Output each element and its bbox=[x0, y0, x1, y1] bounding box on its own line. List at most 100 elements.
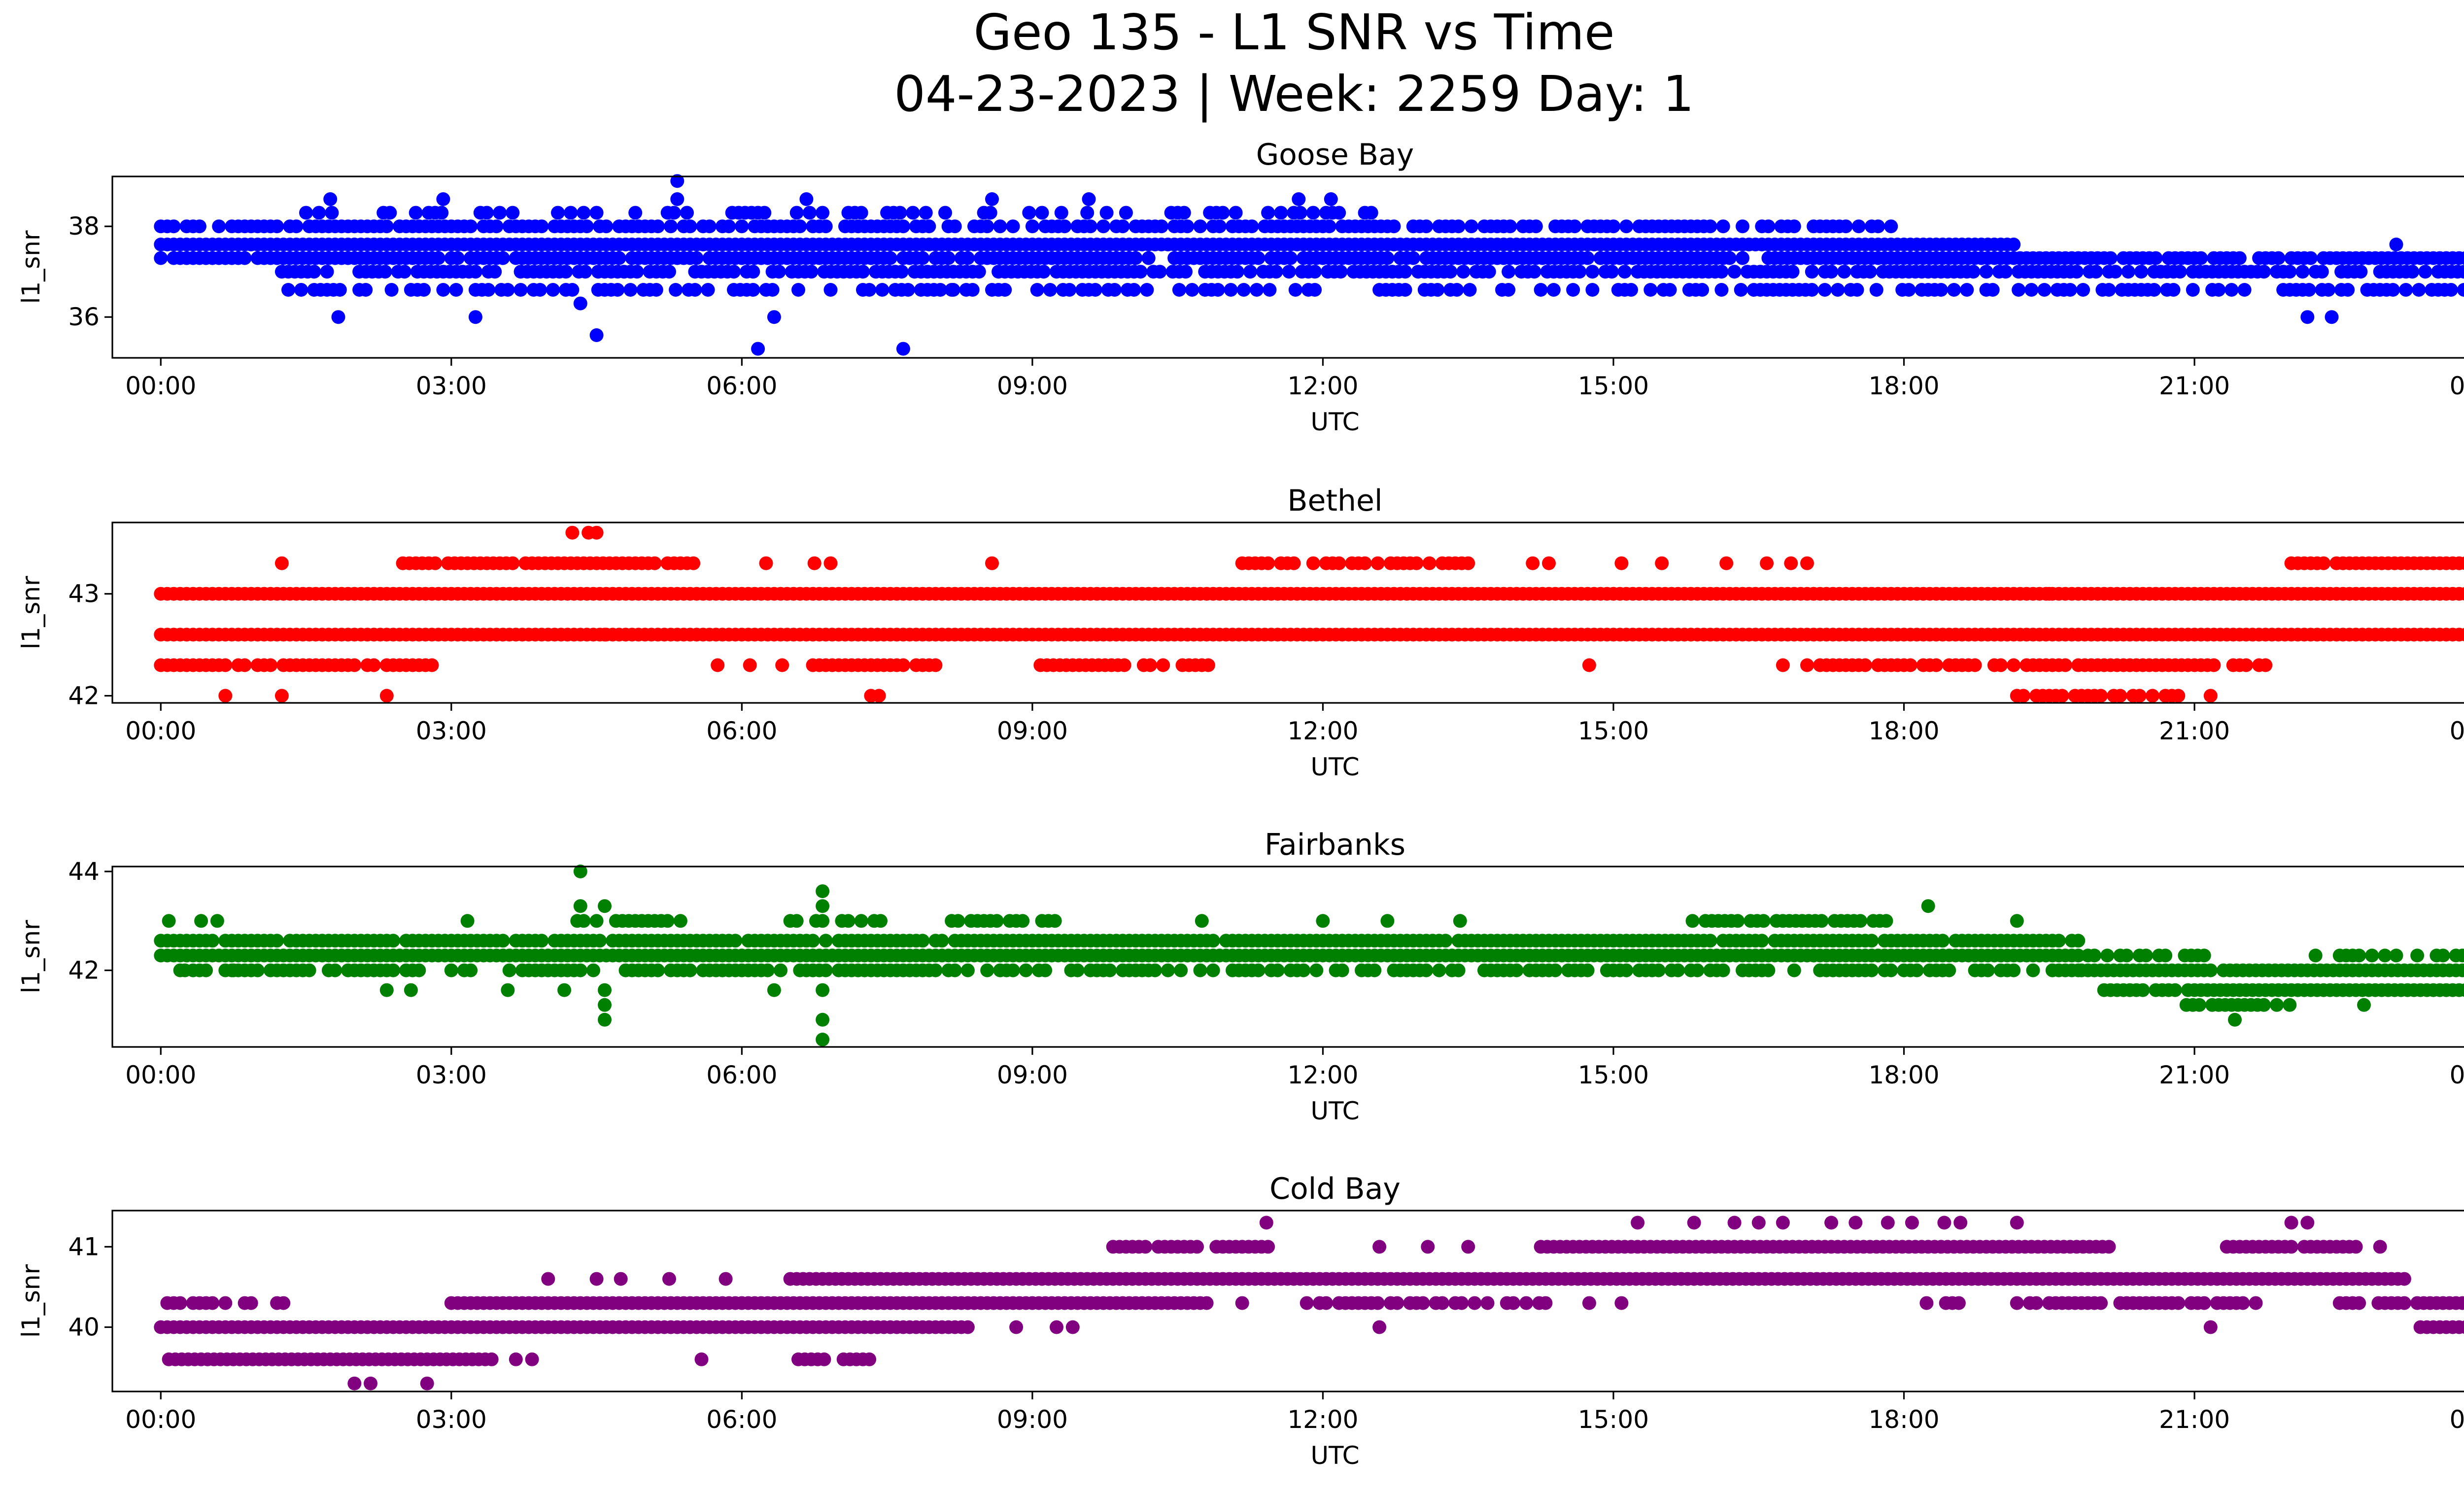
data-point bbox=[948, 219, 962, 234]
data-point bbox=[2010, 914, 2024, 928]
data-point bbox=[1206, 934, 1220, 948]
data-point bbox=[1851, 219, 1866, 234]
data-point bbox=[1116, 219, 1130, 234]
data-point bbox=[1316, 914, 1330, 928]
data-point bbox=[2173, 265, 2187, 279]
data-point bbox=[328, 963, 342, 977]
data-point bbox=[1245, 219, 1259, 234]
data-point bbox=[1154, 219, 1168, 234]
data-point bbox=[205, 1296, 220, 1310]
data-point bbox=[883, 251, 897, 265]
data-point bbox=[1117, 658, 1131, 672]
x-tick-label: 06:00 bbox=[706, 1405, 777, 1434]
data-point bbox=[1177, 206, 1191, 220]
data-point bbox=[226, 963, 240, 977]
data-point bbox=[212, 219, 226, 234]
data-point bbox=[2308, 948, 2323, 963]
data-point bbox=[1270, 963, 1285, 977]
data-point bbox=[817, 1352, 831, 1366]
x-axis-label: UTC bbox=[1310, 408, 1359, 436]
data-point bbox=[199, 963, 213, 977]
data-point bbox=[2149, 251, 2163, 265]
data-point bbox=[1617, 265, 1632, 279]
x-tick-label: 06:00 bbox=[706, 1061, 777, 1089]
data-point bbox=[1309, 963, 1324, 977]
data-point bbox=[1722, 251, 1737, 265]
data-point bbox=[728, 934, 743, 948]
data-point bbox=[1035, 206, 1049, 220]
data-point bbox=[2236, 1296, 2250, 1310]
data-point bbox=[896, 342, 910, 356]
x-tick-label: 12:00 bbox=[1287, 1061, 1358, 1089]
data-point bbox=[383, 206, 397, 220]
data-point bbox=[1580, 963, 1595, 977]
data-point bbox=[673, 914, 687, 928]
data-point bbox=[816, 884, 830, 899]
data-point bbox=[1502, 283, 1516, 297]
x-tick-label: 03:00 bbox=[416, 1405, 487, 1434]
data-point bbox=[2357, 998, 2371, 1012]
data-point bbox=[1921, 899, 1935, 913]
data-point bbox=[1685, 914, 1700, 928]
data-point bbox=[759, 556, 773, 570]
data-point bbox=[1156, 658, 1170, 672]
data-point bbox=[573, 899, 587, 913]
data-point bbox=[1148, 963, 1162, 977]
x-axis-label: UTC bbox=[1310, 1441, 1359, 1470]
data-point bbox=[1453, 914, 1467, 928]
data-point bbox=[2058, 658, 2072, 672]
data-point bbox=[816, 914, 830, 928]
data-point bbox=[2076, 283, 2090, 297]
data-point bbox=[2283, 998, 2297, 1012]
data-point bbox=[1048, 914, 1062, 928]
data-point bbox=[244, 1296, 258, 1310]
data-points bbox=[154, 865, 2464, 1046]
data-point bbox=[589, 328, 604, 342]
data-point bbox=[2166, 283, 2181, 297]
data-point bbox=[1461, 1240, 1475, 1254]
data-point bbox=[743, 658, 757, 672]
data-point bbox=[1714, 283, 1729, 297]
data-point bbox=[1643, 283, 1658, 297]
data-point bbox=[493, 206, 507, 220]
data-point bbox=[501, 983, 515, 997]
data-point bbox=[993, 219, 1007, 234]
data-point bbox=[1903, 658, 1917, 672]
data-point bbox=[1129, 251, 1143, 265]
data-point bbox=[816, 1033, 830, 1046]
data-point bbox=[1456, 265, 1471, 279]
data-point bbox=[1143, 658, 1157, 672]
data-point bbox=[2303, 251, 2318, 265]
data-point bbox=[551, 206, 565, 220]
data-point bbox=[1065, 1320, 1080, 1334]
data-point bbox=[2462, 950, 2464, 961]
y-tick-label: 41 bbox=[68, 1232, 100, 1261]
data-point bbox=[1858, 658, 1872, 672]
data-point bbox=[2102, 1240, 2116, 1254]
data-point bbox=[2459, 627, 2464, 642]
data-point bbox=[1853, 914, 1868, 928]
data-point bbox=[557, 983, 572, 997]
data-point bbox=[1548, 963, 1563, 977]
data-point bbox=[218, 658, 233, 672]
data-point bbox=[1953, 1216, 1968, 1230]
data-point bbox=[2325, 310, 2339, 324]
data-point bbox=[1451, 963, 1466, 977]
data-point bbox=[998, 283, 1012, 297]
data-point bbox=[2194, 251, 2208, 265]
x-tick-label: 15:00 bbox=[1578, 717, 1649, 745]
data-point bbox=[2457, 265, 2464, 279]
data-point bbox=[1127, 283, 1141, 297]
x-tick-label: 21:00 bbox=[2159, 372, 2230, 400]
data-point bbox=[1103, 963, 1117, 977]
data-point bbox=[468, 265, 482, 279]
data-point bbox=[2055, 689, 2069, 703]
subplot-fairbanks: Fairbanks 00:00 03:00 06:00 09:00 12:00 15:00 1… bbox=[17, 828, 2464, 1125]
y-tick-label: 36 bbox=[68, 303, 100, 331]
y-tick-label: 43 bbox=[68, 580, 100, 608]
data-point bbox=[960, 1320, 975, 1334]
data-point bbox=[1568, 219, 1582, 234]
data-point bbox=[294, 283, 308, 297]
subplots: Goose Bay 00:00 03:00 06:00 09:00 12:00 15:00 1… bbox=[17, 138, 2464, 1470]
data-point bbox=[178, 963, 192, 977]
